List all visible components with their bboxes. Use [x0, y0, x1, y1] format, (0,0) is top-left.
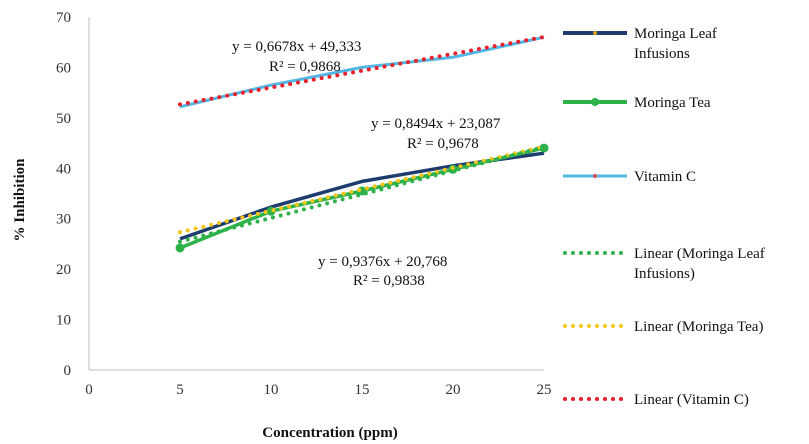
y-tick-label: 70 [56, 10, 71, 26]
y-tick-label: 20 [56, 262, 71, 278]
x-tick-label: 15 [355, 382, 370, 398]
legend-item-vitamin-c: Vitamin C [563, 169, 696, 185]
legend-label-linear-vitamin-c: Linear (Vitamin C) [634, 392, 749, 408]
y-axis-title: % Inhibition [12, 158, 28, 242]
legend-item-linear-vitamin-c: Linear (Vitamin C) [563, 392, 749, 408]
series-line-linear-vitamin-c [178, 35, 546, 107]
legend-label-moringa-leaf-infusions-line-1: Moringa Leaf [634, 26, 717, 42]
legend-item-linear-moringa-tea: Linear (Moringa Tea) [563, 319, 763, 335]
y-tick-label: 30 [56, 212, 71, 228]
x-tick-label: 10 [264, 382, 279, 398]
x-tick-label: 0 [85, 382, 93, 398]
series-layer [175, 35, 549, 253]
x-tick-labels: 0 5 10 15 20 25 [85, 382, 551, 398]
legend-item-linear-moringa-leaf-infusions: Linear (Moringa Leaf Infusions) [563, 246, 765, 282]
legend-label-linear-leaf-line-2: Infusions) [634, 266, 695, 282]
y-tick-label: 0 [64, 363, 72, 379]
legend-label-moringa-leaf-infusions-line-2: Infusions [634, 46, 690, 62]
tea-equation: y = 0,9376x + 20,768 [318, 254, 447, 270]
x-axis-title: Concentration (ppm) [262, 425, 397, 441]
legend: Moringa Leaf Infusions Moringa Tea Vitam… [563, 26, 765, 408]
legend-label-linear-tea: Linear (Moringa Tea) [634, 319, 763, 335]
y-tick-label: 40 [56, 161, 71, 177]
leaf-infusion-r-squared: R² = 0,9678 [407, 136, 479, 152]
y-tick-label: 50 [56, 111, 71, 127]
legend-item-moringa-leaf-infusions: Moringa Leaf Infusions [563, 26, 717, 62]
y-tick-label: 10 [56, 313, 71, 329]
x-tick-label: 25 [537, 382, 552, 398]
series-line-linear-moringa-tea [178, 144, 546, 235]
vitamin-c-equation: y = 0,6678x + 49,333 [232, 39, 361, 55]
leaf-infusion-equation: y = 0,8494x + 23,087 [371, 116, 501, 132]
x-tick-label: 20 [446, 382, 461, 398]
tea-r-squared: R² = 0,9838 [353, 273, 425, 289]
vitamin-c-r-squared: R² = 0,9868 [269, 59, 341, 75]
legend-item-moringa-tea: Moringa Tea [563, 95, 711, 111]
x-tick-label: 5 [176, 382, 184, 398]
series-line-vitamin-c [179, 35, 545, 109]
axes [88, 17, 544, 371]
y-tick-label: 60 [56, 60, 71, 76]
legend-label-moringa-tea: Moringa Tea [634, 95, 711, 111]
y-tick-labels: 0 10 20 30 40 50 60 70 [56, 10, 71, 379]
legend-label-linear-leaf-line-1: Linear (Moringa Leaf [634, 246, 765, 262]
data-point-moringa-tea [175, 243, 185, 253]
series-line-linear-moringa-leaf-infusions [178, 145, 546, 244]
legend-label-vitamin-c: Vitamin C [634, 169, 696, 185]
